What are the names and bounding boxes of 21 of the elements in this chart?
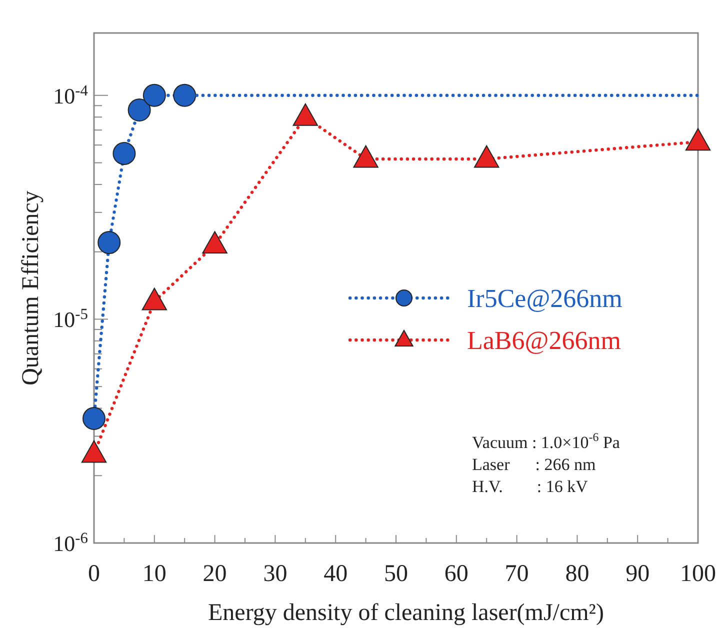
x-axis-title: Energy density of cleaning laser(mJ/cm²) [208,600,604,626]
y-tick-label: 10$^{-4}$ [53,82,88,108]
annotation: Laser : 266 nm [472,455,596,474]
x-tick-label: 80 [565,561,590,587]
x-tick-label: 70 [504,561,529,587]
y-tick-label: 10$^{-6}$ [53,530,88,556]
legend-label: LaB6@266nm [467,326,621,355]
x-tick-label: 90 [626,561,650,587]
y-axis-title: Quantum Efficiency [18,190,44,386]
x-tick-label: 20 [202,561,227,587]
x-tick-label: 10 [142,561,166,587]
x-tick-label: 30 [263,561,288,587]
x-tick-label: 0 [88,561,100,587]
legend-label: Ir5Ce@266nm [467,284,622,313]
x-tick-label: 50 [384,561,408,587]
annotation: Vacuum : 1.0×10$^{-6}$ Pa [472,430,620,452]
x-tick-label: 100 [680,561,716,587]
x-tick-label: 40 [324,561,348,587]
annotation: H.V. : 16 kV [472,477,589,496]
x-tick-label: 60 [444,561,468,587]
y-tick-label: 10$^{-5}$ [53,306,88,332]
